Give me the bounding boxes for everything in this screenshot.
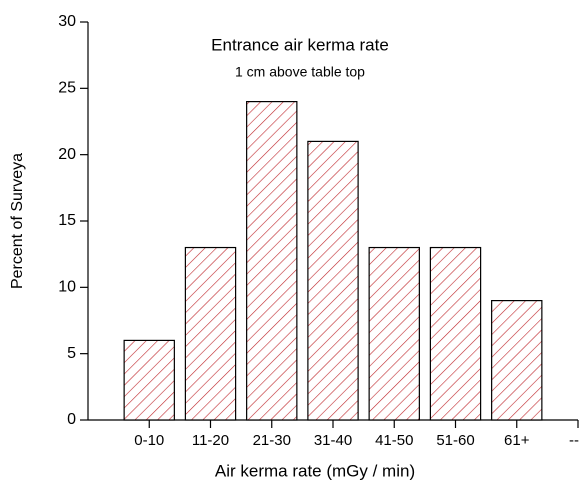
y-tick-label: 10 xyxy=(58,279,76,296)
y-tick-label: 15 xyxy=(58,212,76,229)
y-axis-label: Percent of Surveya xyxy=(9,153,26,289)
bar xyxy=(368,246,420,421)
x-tick-label: 21-30 xyxy=(253,432,291,449)
bar xyxy=(184,246,237,421)
y-tick-label: 30 xyxy=(58,13,76,30)
chart-subtitle: 1 cm above table top xyxy=(235,64,365,80)
x-tick-label: 51-60 xyxy=(436,432,474,449)
x-axis-label: Air kerma rate (mGy / min) xyxy=(215,461,415,480)
bar xyxy=(246,100,298,421)
bar xyxy=(123,339,175,421)
bar xyxy=(429,246,482,421)
x-tick-label: 0-10 xyxy=(134,432,164,449)
y-tick-label: 5 xyxy=(67,345,76,362)
y-tick-label: 20 xyxy=(58,146,76,163)
x-tick-label: 61+ xyxy=(504,432,530,449)
chart-title: Entrance air kerma rate xyxy=(211,35,389,54)
bar xyxy=(491,300,543,421)
x-tick-label: -- xyxy=(569,432,579,449)
x-tick-label: 11-20 xyxy=(192,432,229,449)
y-tick-label: 25 xyxy=(58,80,76,97)
y-tick-label: 0 xyxy=(67,411,76,428)
x-tick-label: 41-50 xyxy=(375,432,413,449)
bar xyxy=(307,140,359,421)
x-tick-label: 31-40 xyxy=(314,432,352,449)
